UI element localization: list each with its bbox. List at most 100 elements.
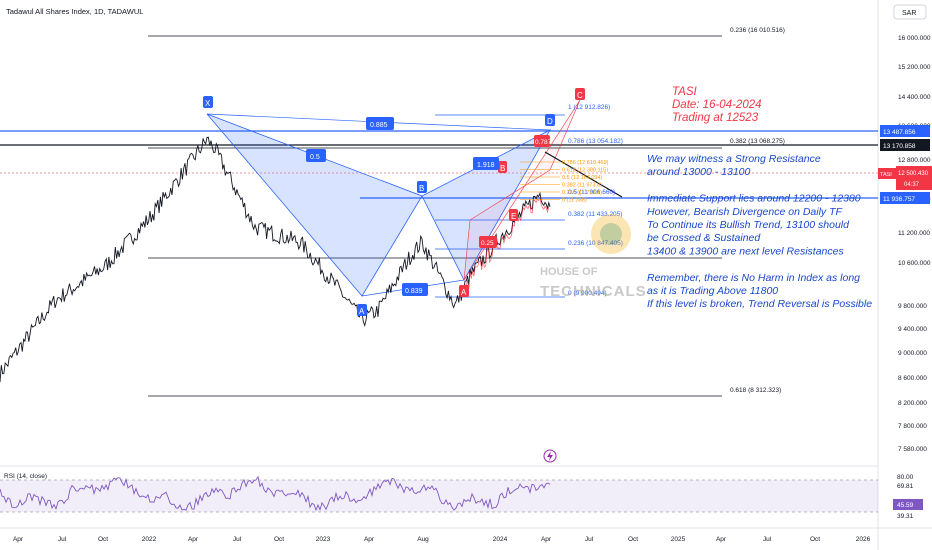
annotation-blue-line: around 13000 - 13100: [647, 166, 750, 178]
svg-text:12 500.430: 12 500.430: [898, 171, 929, 177]
fib-stack-label: 0.382 (11 973.8): [562, 183, 602, 189]
time-label: 2025: [671, 536, 686, 543]
svg-text:0.25: 0.25: [481, 240, 494, 247]
svg-text:B: B: [419, 184, 424, 193]
ratio-0839-label: 0.839: [402, 283, 428, 296]
time-label: Jul: [763, 536, 772, 543]
price-tick: 8 200.000: [898, 400, 927, 407]
time-label: Jul: [58, 536, 67, 543]
point-x-marker[interactable]: X: [203, 96, 213, 108]
rsi-badge: 45.59: [893, 499, 923, 510]
svg-text:C: C: [577, 91, 583, 100]
price-tick: 8 600.000: [898, 375, 927, 382]
annotation-blue-line: If this level is broken, Trend Reversal …: [647, 298, 872, 310]
fib-stack-label: 0.618 (12 380.115): [562, 168, 608, 174]
svg-text:TECHNICALS: TECHNICALS: [540, 283, 647, 300]
rsi-tick-39: 39.31: [897, 513, 914, 520]
fib-stack: 0.786 (12 619.469) 0.618 (12 380.115)0.5 …: [520, 160, 609, 204]
fib-top-label: 0.236 (16 010.516): [730, 27, 785, 34]
time-label: Jul: [585, 536, 594, 543]
rsi-line[interactable]: [0, 475, 551, 512]
annotation-blue-line: However, Bearish Divergence on Daily TF: [647, 206, 842, 218]
support-price-badge: 11 936.757: [880, 192, 930, 204]
time-label: Oct: [98, 536, 108, 543]
point-e-marker[interactable]: E: [509, 209, 518, 221]
time-label: Oct: [628, 536, 638, 543]
annotation-red-line: Trading at 12523: [672, 112, 759, 124]
svg-text:X: X: [205, 99, 211, 108]
annotation-blue-line: Remember, there is No Harm in Index as l…: [647, 272, 860, 284]
svg-text:0.885: 0.885: [370, 122, 388, 129]
fib-1-label: 1 (12 912.826): [568, 104, 610, 111]
red-projection: [463, 99, 581, 281]
price-tick: 15 200.000: [898, 64, 931, 71]
fib-05-label: 0.5 (11 906.660): [568, 189, 615, 196]
point-a-marker[interactable]: A: [357, 304, 367, 316]
rsi-tick-80: 80.00: [897, 474, 914, 481]
currency-button[interactable]: [893, 4, 927, 20]
price-tick: 10 600.000: [898, 260, 931, 267]
price-tick: 9 800.000: [898, 303, 927, 310]
annotation-blue-line: To Continue its Bullish Trend, 13100 sho…: [647, 219, 850, 231]
time-label: 2026: [856, 536, 871, 543]
annotation-body: We may witness a Strong Resistancearound…: [647, 153, 872, 310]
price-tick: 9 000.000: [898, 350, 927, 357]
svg-text:A: A: [461, 288, 467, 297]
ratio-1918-label: 1.918: [473, 157, 499, 170]
point-b-marker[interactable]: B: [417, 181, 427, 193]
time-label: 2023: [316, 536, 331, 543]
annotation-blue-line: We may witness a Strong Resistance: [647, 153, 821, 165]
time-label: Apr: [364, 536, 375, 543]
price-tick: 12 800.000: [898, 157, 931, 164]
price-tick: 9 400.000: [898, 326, 927, 333]
black-price-badge: 13 170.858: [880, 139, 930, 151]
time-label: Apr: [188, 536, 199, 543]
svg-text:TASI: TASI: [880, 172, 892, 178]
symbol-title: Tadawul All Shares Index, 1D, TADAWUL: [6, 7, 143, 16]
fib-382b-label: 0.382 (11 433.205): [568, 211, 622, 218]
currency-label: SAR: [902, 10, 916, 17]
svg-text:0.787: 0.787: [535, 139, 552, 146]
time-label: Apr: [13, 536, 24, 543]
svg-text:13 487.856: 13 487.856: [883, 129, 916, 136]
price-series-shadow: [462, 196, 550, 295]
ratio-05-label: 0.5: [306, 149, 326, 162]
fib-stack-label: 0.786 (12 619.469): [562, 160, 609, 166]
time-label: 2022: [142, 536, 157, 543]
price-series-line[interactable]: [0, 136, 551, 383]
flash-icon[interactable]: [543, 449, 557, 463]
point-d-marker[interactable]: D: [545, 114, 555, 126]
point-c-marker[interactable]: A: [459, 285, 469, 297]
fib-bottom-label: 0.618 (8 312.323): [730, 387, 781, 394]
pattern-xab[interactable]: [206, 113, 423, 297]
price-tick: 7 580.000: [898, 446, 927, 453]
annotation-blue-line: as it is Trading Above 11800: [647, 285, 778, 297]
fib-236b-label: 0.236 (10 847.405): [568, 240, 623, 247]
black-trend-line[interactable]: [544, 151, 623, 198]
fib-stack-label: 0 (11 388): [562, 198, 587, 204]
ratio-red-mid-label: 0.25: [479, 236, 497, 248]
fib-stack-label: 0.236 (11 728.1): [562, 190, 602, 196]
svg-text:0.5: 0.5: [310, 154, 320, 161]
time-label: Jul: [233, 536, 242, 543]
annotation-blue-line: 13400 & 13900 are next level Resistances: [647, 245, 844, 257]
fib-0382-label: 0.382 (13 068.275): [730, 138, 785, 145]
price-tick: 14 400.000: [898, 94, 931, 101]
last-price-badge: 12 500.430 04:37: [896, 166, 932, 190]
annotation-blue-line: be Crossed & Sustained: [647, 232, 761, 244]
annotation-red-line: Date: 16-04-2024: [672, 99, 762, 111]
rsi-title: RSI (14, close): [4, 473, 47, 480]
svg-text:13 170.858: 13 170.858: [883, 143, 916, 150]
svg-text:11 936.757: 11 936.757: [883, 196, 915, 203]
fib-stack-label: 0.5 (12 167.094): [562, 175, 603, 181]
svg-text:B: B: [500, 164, 505, 173]
svg-text:E: E: [511, 212, 516, 221]
svg-text:1.918: 1.918: [477, 162, 495, 169]
time-label: 2024: [493, 536, 508, 543]
point-b2-marker[interactable]: B: [498, 161, 507, 173]
point-top-c-marker[interactable]: C: [575, 88, 585, 100]
time-axis[interactable]: Apr Jul Oct 2022 Apr Jul Oct 2023 Apr Aug 2024 Apr J…: [13, 536, 871, 543]
